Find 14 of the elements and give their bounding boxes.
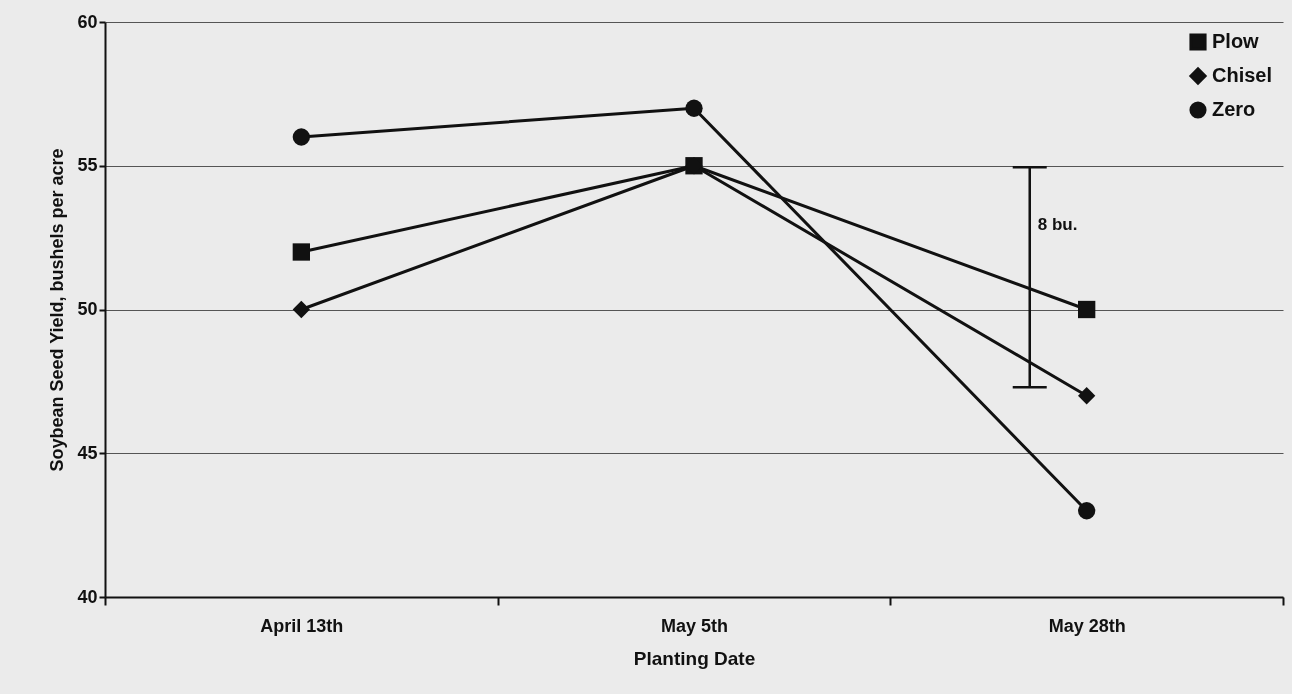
legend-label: Plow	[1212, 30, 1260, 52]
y-tick-label: 40	[77, 586, 98, 607]
legend-label: Zero	[1212, 98, 1256, 120]
annotation: 8 bu.	[1037, 214, 1078, 234]
y-tick-label: 50	[77, 299, 98, 319]
x-tick-label: May 5th	[660, 615, 729, 636]
y-tick-label: 45	[77, 442, 98, 463]
y-axis-title: Soybean Seed Yield, bushels per acre	[47, 148, 68, 472]
legend-label: Chisel	[1212, 64, 1273, 86]
x-tick-label: April 13th	[260, 615, 344, 636]
y-tick-label: 60	[77, 11, 98, 32]
y-tick-label: 55	[77, 155, 98, 176]
x-tick-label: May 28th	[1048, 615, 1126, 636]
x-axis-title: Planting Date	[633, 647, 756, 669]
